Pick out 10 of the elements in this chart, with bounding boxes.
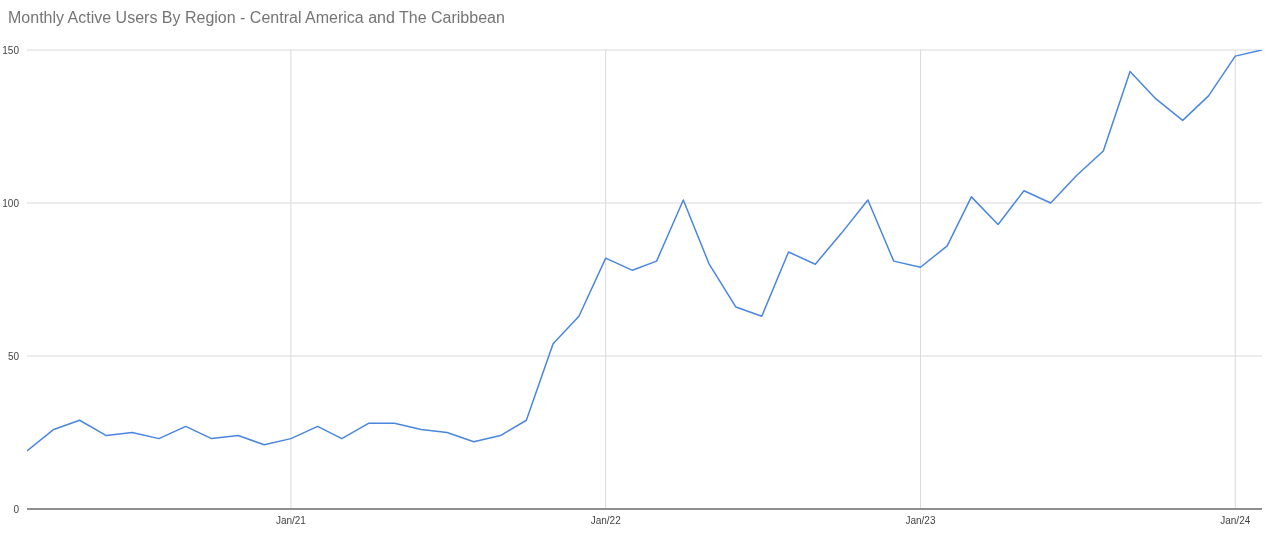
y-tick-label: 0 xyxy=(13,503,20,515)
y-tick-label: 150 xyxy=(2,44,20,56)
x-tick-label: Jan/24 xyxy=(1220,515,1251,527)
line-series xyxy=(27,50,1262,452)
x-tick-label: Jan/22 xyxy=(590,515,622,527)
x-tick-label: Jan/21 xyxy=(275,515,307,527)
x-tick-label: Jan/23 xyxy=(905,515,936,527)
y-tick-label: 100 xyxy=(2,197,20,209)
y-tick-label: 50 xyxy=(7,350,20,362)
chart-title: Monthly Active Users By Region - Central America and The Caribbean xyxy=(7,8,506,28)
